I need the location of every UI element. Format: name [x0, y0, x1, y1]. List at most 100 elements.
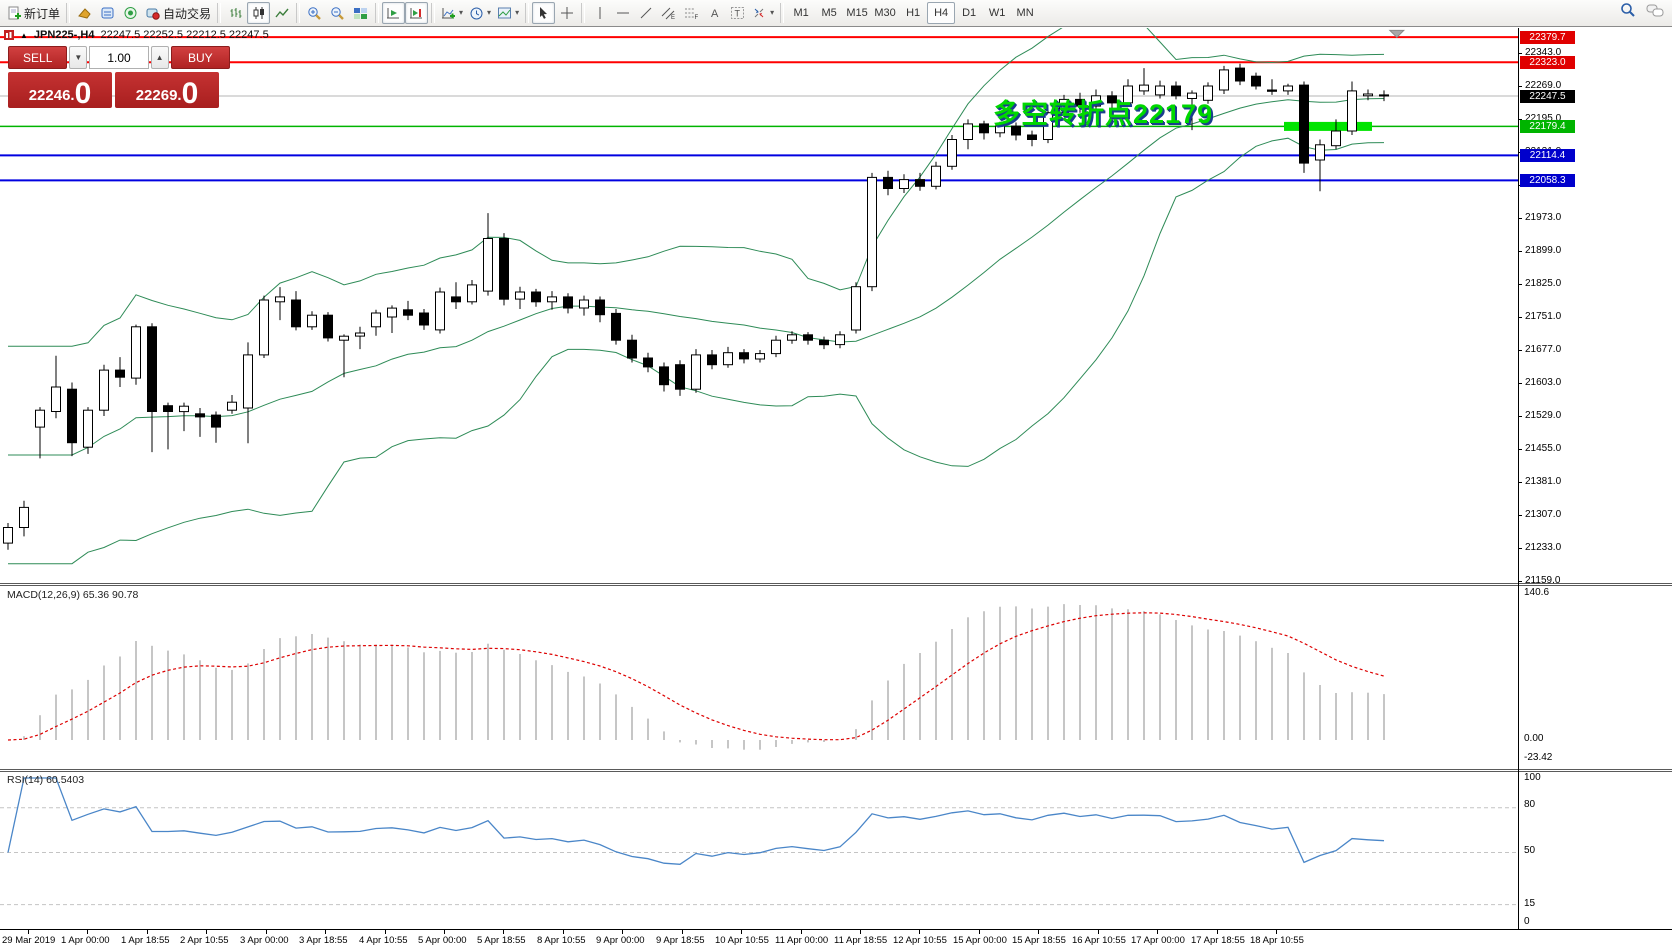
time-tick-mark — [1276, 930, 1277, 934]
templates-icon — [498, 7, 512, 19]
fibonacci-button[interactable]: F — [680, 2, 703, 24]
templates-button[interactable]: ▾ — [494, 2, 522, 24]
rsi-label: RSI(14) 60.5403 — [7, 774, 85, 786]
rsi-axis-15: 15 — [1524, 898, 1536, 909]
price-tick-label: 22195.0 — [1525, 113, 1562, 124]
volume-increase-button[interactable]: ▲ — [150, 46, 169, 69]
indicators-button[interactable]: ▾ — [438, 2, 466, 24]
chart-shift-button[interactable] — [405, 2, 429, 24]
time-tick-mark — [147, 930, 148, 934]
price-tick-mark — [1518, 350, 1522, 351]
periods-button[interactable]: ▾ — [466, 2, 494, 24]
sell-price-pip: 0 — [74, 76, 92, 110]
price-badge: 22323.0 — [1520, 56, 1575, 69]
volume-decrease-button[interactable]: ▼ — [69, 46, 88, 69]
timeframe-m1-button[interactable]: M1 — [793, 7, 809, 19]
time-tick-mark — [741, 930, 742, 934]
svg-text:T: T — [735, 9, 741, 19]
navigator-button[interactable] — [119, 2, 142, 24]
panel-separators — [0, 583, 1672, 772]
highlight-bar — [1284, 121, 1372, 131]
timeframe-d1-button[interactable]: D1 — [962, 7, 977, 19]
toolbar-separator — [296, 3, 301, 23]
channel-button[interactable]: E — [657, 2, 680, 24]
data-window-button[interactable] — [96, 2, 119, 24]
search-icon[interactable] — [1620, 2, 1636, 18]
time-label: 15 Apr 18:55 — [1012, 935, 1066, 946]
horizontal-line-button[interactable] — [611, 2, 634, 24]
autotrading-button[interactable]: 自动交易 — [142, 2, 214, 24]
toolbar-separator — [581, 3, 586, 23]
new-order-icon — [8, 6, 21, 20]
zoom-in-button[interactable] — [303, 2, 326, 24]
price-tick-mark — [1518, 581, 1522, 582]
toolbar: 新订单 自动交易 ▾ ▾ — [0, 0, 1672, 27]
time-label: 1 Apr 00:00 — [61, 935, 110, 946]
rsi-axis-100: 100 — [1524, 772, 1541, 783]
dropdown-caret-icon: ▾ — [459, 8, 464, 17]
timeframe-m15-button[interactable]: M15 — [846, 7, 868, 19]
chart-window-icon — [4, 30, 14, 40]
time-label: 3 Apr 18:55 — [299, 935, 348, 946]
arrows-button[interactable]: ▾ — [749, 2, 777, 24]
collapse-arrow-icon[interactable]: ▲ — [20, 30, 28, 40]
zoom-out-button[interactable] — [326, 2, 349, 24]
text-button[interactable]: A — [703, 2, 726, 24]
time-tick-mark — [325, 930, 326, 934]
cursor-button[interactable] — [532, 2, 556, 24]
time-label: 11 Apr 18:55 — [834, 935, 888, 946]
price-badge: 22114.4 — [1520, 149, 1575, 162]
crosshair-button[interactable] — [555, 2, 578, 24]
chart-shift-icon — [410, 8, 423, 19]
time-tick-mark — [1157, 930, 1158, 934]
new-order-button[interactable]: 新订单 — [4, 2, 63, 24]
indicators-icon — [442, 8, 456, 19]
auto-scroll-button[interactable] — [382, 2, 406, 24]
price-tick-label: 21233.0 — [1525, 542, 1562, 553]
label-button[interactable]: T — [726, 2, 749, 24]
tile-windows-button[interactable] — [349, 2, 372, 24]
time-label: 15 Apr 00:00 — [953, 935, 1007, 946]
candlestick-chart-button[interactable] — [247, 2, 271, 24]
line-chart-button[interactable] — [270, 2, 293, 24]
tile-windows-icon — [354, 8, 368, 19]
timeframe-h4-button[interactable]: H4 — [927, 2, 956, 24]
time-tick-mark — [622, 930, 623, 934]
arrows-icon — [754, 8, 764, 18]
one-click-trade-panel: SELL ▼ 1.00 ▲ BUY 22246. 0 22269. 0 — [8, 46, 230, 108]
time-label: 9 Apr 00:00 — [596, 935, 645, 946]
time-tick-mark — [563, 930, 564, 934]
time-label: 5 Apr 18:55 — [477, 935, 526, 946]
time-tick-mark — [1217, 930, 1218, 934]
trendline-button[interactable] — [634, 2, 657, 24]
autotrading-label: 自动交易 — [163, 6, 212, 21]
timeframe-h1-button[interactable]: H1 — [906, 7, 921, 19]
vertical-line-button[interactable] — [588, 2, 611, 24]
price-tick-mark — [1518, 317, 1522, 318]
buy-price-main: 22269. — [135, 87, 182, 104]
time-tick-mark — [1038, 930, 1039, 934]
timeframe-w1-button[interactable]: W1 — [988, 7, 1006, 19]
market-watch-button[interactable] — [73, 2, 96, 24]
price-tick-mark — [1518, 284, 1522, 285]
sell-button[interactable]: SELL — [8, 46, 68, 69]
timeframe-mn-button[interactable]: MN — [1016, 7, 1034, 19]
arrow-marker — [1388, 29, 1406, 39]
chart-symbol-period: JPN225-,H4 — [33, 29, 95, 41]
sell-price-display[interactable]: 22246. 0 — [8, 72, 112, 108]
volume-input[interactable]: 1.00 — [89, 46, 149, 69]
candles — [3, 63, 1389, 550]
time-label: 8 Apr 10:55 — [537, 935, 586, 946]
buy-button[interactable]: BUY — [170, 46, 230, 69]
timeframe-m30-button[interactable]: M30 — [874, 7, 896, 19]
sell-price-main: 22246. — [28, 87, 75, 104]
price-tick-label: 21455.0 — [1525, 443, 1562, 454]
chat-icon[interactable] — [1646, 3, 1664, 18]
timeframe-m5-button[interactable]: M5 — [821, 7, 837, 19]
toolbar-separator — [217, 3, 222, 23]
buy-price-display[interactable]: 22269. 0 — [115, 72, 219, 108]
macd-label: MACD(12,26,9) 65.36 90.78 — [7, 589, 139, 601]
bar-chart-button[interactable] — [224, 2, 247, 24]
cursor-icon — [540, 7, 548, 19]
